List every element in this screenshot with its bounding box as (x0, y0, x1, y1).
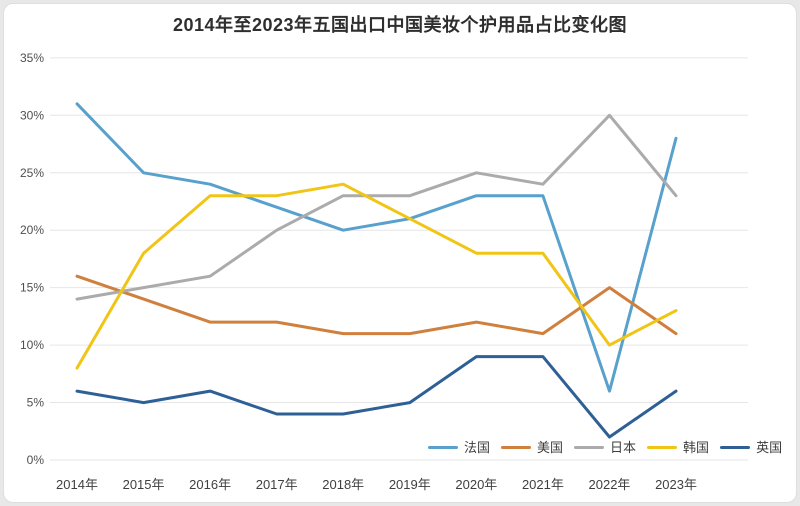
y-axis-tick-label: 20% (20, 223, 44, 237)
legend-swatch-korea (647, 446, 678, 449)
y-axis-tick-label: 5% (27, 396, 45, 410)
x-axis-tick-label: 2015年 (123, 477, 165, 492)
series-line-japan (75, 113, 678, 301)
y-axis-tick-label: 25% (20, 166, 44, 180)
x-axis-tick-label: 2014年 (56, 477, 98, 492)
x-axis-tick-label: 2021年 (522, 477, 564, 492)
chart-legend: 法国 美国 日本 韩国 英国 (428, 441, 782, 454)
legend-item-korea: 韩国 (647, 441, 709, 454)
legend-item-france: 法国 (428, 441, 490, 454)
legend-label-japan: 日本 (610, 440, 637, 455)
y-axis-tick-label: 0% (27, 453, 45, 467)
legend-swatch-usa (501, 446, 532, 449)
legend-label-korea: 韩国 (683, 440, 710, 455)
y-axis-tick-label: 30% (20, 108, 44, 122)
legend-label-france: 法国 (464, 440, 491, 455)
series-line-france (75, 102, 678, 393)
series-line-uk (75, 355, 678, 439)
legend-swatch-japan (574, 446, 605, 449)
chart-title: 2014年至2023年五国出口中国美妆个护用品占比变化图 (172, 15, 628, 35)
x-axis-tick-label: 2017年 (256, 477, 298, 492)
x-axis-tick-label: 2018年 (322, 477, 364, 492)
legend-label-uk: 英国 (756, 440, 783, 455)
legend-item-uk: 英国 (720, 441, 782, 454)
x-axis-tick-label: 2023年 (655, 477, 697, 492)
legend-item-japan: 日本 (574, 441, 636, 454)
series-line-usa (75, 274, 678, 336)
x-axis-tick-label: 2016年 (189, 477, 231, 492)
x-axis-tick-label: 2020年 (455, 477, 497, 492)
legend-label-usa: 美国 (537, 440, 564, 455)
series-line-korea (75, 182, 678, 370)
y-axis-tick-label: 10% (20, 338, 44, 352)
x-axis-tick-label: 2022年 (589, 477, 631, 492)
y-axis-tick-label: 35% (20, 51, 44, 65)
chart-card (3, 3, 797, 503)
legend-swatch-uk (720, 446, 751, 449)
x-axis-tick-label: 2019年 (389, 477, 431, 492)
legend-swatch-france (428, 446, 458, 449)
y-axis-tick-label: 15% (20, 281, 44, 295)
legend-item-usa: 美国 (501, 441, 563, 454)
